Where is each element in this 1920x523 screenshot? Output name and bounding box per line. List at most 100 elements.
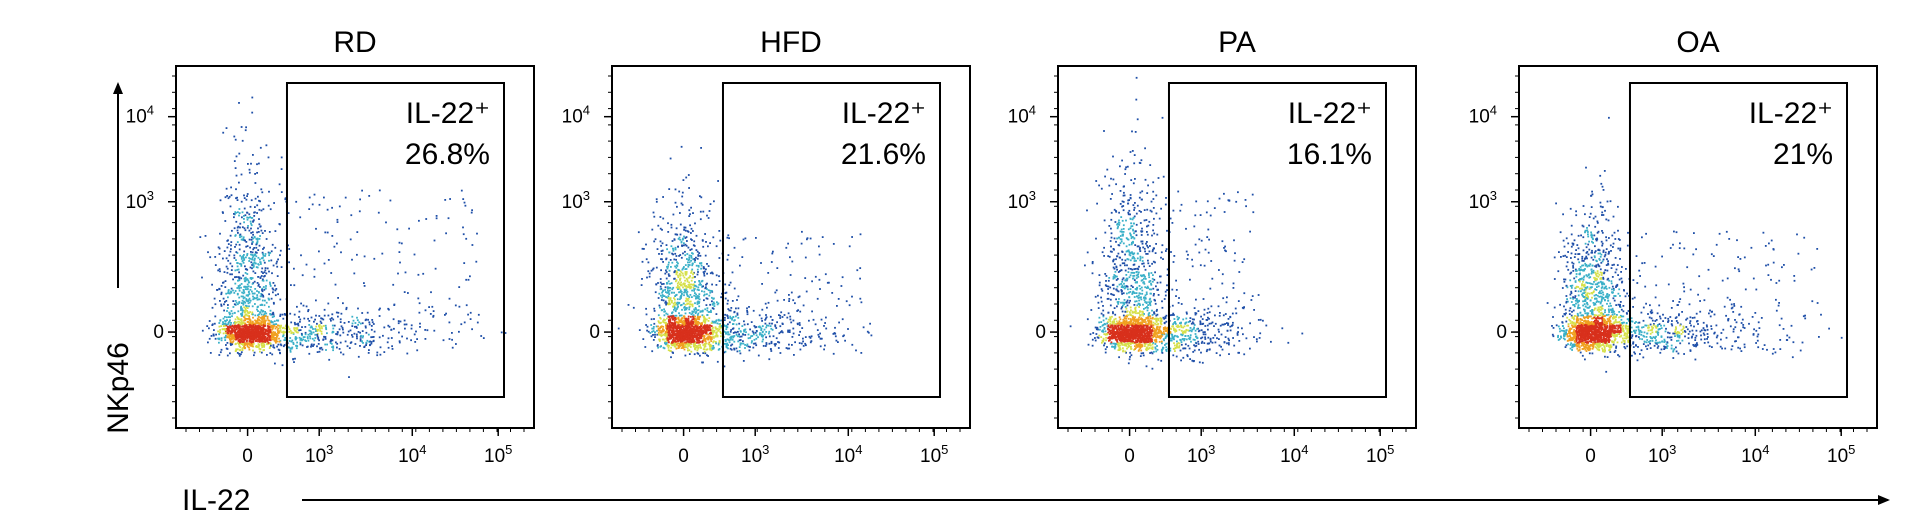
scatter-point <box>718 328 721 331</box>
scatter-point <box>667 291 670 293</box>
scatter-point <box>693 294 696 297</box>
scatter-point <box>667 289 669 292</box>
scatter-point <box>252 340 255 343</box>
scatter-point <box>248 257 251 259</box>
scatter-point <box>241 216 243 219</box>
scatter-point <box>256 338 258 341</box>
scatter-point <box>261 338 263 341</box>
scatter-point <box>465 304 468 307</box>
scatter-point <box>662 338 665 341</box>
scatter-point <box>234 318 237 321</box>
scatter-point <box>277 332 280 334</box>
scatter-point <box>697 321 700 324</box>
scatter-point <box>675 255 678 257</box>
scatter-point <box>744 334 747 336</box>
scatter-point <box>669 287 672 289</box>
scatter-point <box>820 337 823 340</box>
scatter-point <box>679 327 682 330</box>
scatter-point <box>696 337 699 340</box>
scatter-point <box>387 324 390 327</box>
scatter-point <box>684 320 686 322</box>
scatter-point <box>290 332 293 335</box>
scatter-point <box>229 319 231 322</box>
scatter-point <box>727 344 729 346</box>
scatter-point <box>256 163 258 166</box>
scatter-point <box>681 338 684 340</box>
scatter-point <box>241 334 244 337</box>
scatter-point <box>267 204 270 207</box>
scatter-point <box>243 215 245 217</box>
scatter-point <box>366 339 369 342</box>
scatter-point <box>235 259 237 261</box>
scatter-point <box>728 237 730 240</box>
scatter-point <box>346 345 349 348</box>
scatter-point <box>257 249 260 251</box>
scatter-point <box>698 301 701 303</box>
scatter-point <box>218 325 221 328</box>
scatter-point <box>687 331 690 333</box>
scatter-point <box>218 253 221 255</box>
scatter-point <box>757 354 760 357</box>
scatter-point <box>330 338 333 341</box>
scatter-point <box>399 261 401 264</box>
scatter-point <box>301 333 303 336</box>
scatter-point <box>313 339 316 342</box>
scatter-point <box>251 231 254 234</box>
scatter-point <box>220 337 223 340</box>
scatter-point <box>424 329 427 331</box>
scatter-point <box>716 301 718 304</box>
scatter-point <box>329 342 332 344</box>
scatter-point <box>342 331 345 334</box>
scatter-point <box>731 317 733 320</box>
scatter-point <box>691 318 694 321</box>
scatter-point <box>677 326 679 329</box>
scatter-point <box>321 317 324 320</box>
scatter-point <box>305 305 308 308</box>
scatter-point <box>351 325 354 327</box>
scatter-point <box>715 274 718 277</box>
scatter-point <box>1222 297 1225 300</box>
scatter-point <box>687 319 690 322</box>
scatter-point <box>244 129 247 132</box>
scatter-point <box>688 256 691 259</box>
scatter-point <box>869 322 871 325</box>
scatter-point <box>304 339 306 342</box>
scatter-point <box>679 212 681 214</box>
scatter-point <box>672 305 674 308</box>
scatter-point <box>230 291 233 294</box>
scatter-point <box>448 338 451 340</box>
scatter-point <box>397 272 399 275</box>
scatter-point <box>686 318 688 321</box>
scatter-point <box>243 257 245 260</box>
scatter-point <box>667 346 670 349</box>
scatter-point <box>297 324 300 327</box>
scatter-point <box>242 302 245 305</box>
scatter-point <box>669 318 672 320</box>
scatter-point <box>711 347 714 349</box>
scatter-point <box>467 278 470 281</box>
scatter-point <box>688 254 691 257</box>
plot-frame <box>1057 65 1417 429</box>
scatter-point <box>672 326 675 328</box>
scatter-point <box>699 344 701 346</box>
scatter-point <box>265 144 268 147</box>
scatter-point <box>801 230 803 233</box>
scatter-point <box>673 342 676 345</box>
scatter-point <box>252 325 255 328</box>
scatter-point <box>314 318 316 321</box>
scatter-point <box>250 278 253 280</box>
scatter-point <box>273 320 276 323</box>
scatter-point <box>688 338 690 341</box>
scatter-point <box>224 280 227 282</box>
scatter-point <box>396 228 399 231</box>
scatter-point <box>260 320 263 323</box>
scatter-point <box>647 330 650 333</box>
scatter-point <box>738 346 741 348</box>
scatter-point <box>257 195 259 198</box>
scatter-point <box>234 300 237 302</box>
scatter-point <box>693 308 696 311</box>
scatter-point <box>272 282 275 284</box>
scatter-point <box>432 315 435 318</box>
scatter-point <box>679 331 681 333</box>
scatter-point <box>320 317 322 320</box>
